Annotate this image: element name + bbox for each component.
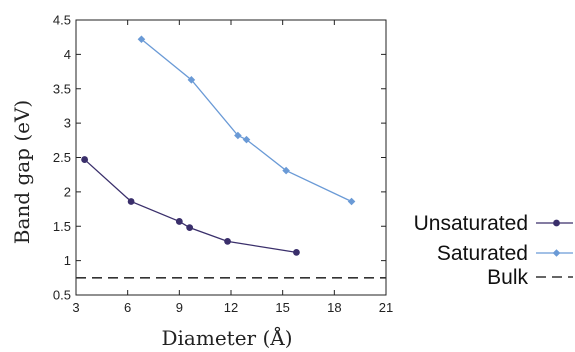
unsaturated-point: [293, 248, 300, 256]
y-tick-label: 2: [64, 184, 71, 199]
unsaturated-point: [186, 224, 194, 232]
legend-marker-unsaturated: [553, 219, 560, 227]
saturated-point: [282, 166, 290, 175]
x-tick-label: 6: [124, 300, 131, 315]
x-tick-label: 21: [379, 300, 393, 315]
legend-label-bulk: Bulk: [487, 266, 528, 289]
x-tick-label: 3: [72, 300, 79, 315]
saturated-point: [137, 35, 146, 44]
y-tick-label: 3: [64, 116, 71, 131]
x-tick-label: 12: [224, 300, 238, 315]
y-axis-label: Band gap (eV): [10, 100, 34, 244]
y-tick-label: 1: [64, 253, 71, 268]
x-axis-label: Diameter (Å): [162, 325, 293, 350]
x-tick-label: 9: [176, 300, 183, 315]
y-tick-label: 0.5: [53, 288, 71, 303]
x-tick-label: 18: [327, 300, 341, 315]
unsaturated-line: [84, 159, 297, 254]
saturated-point: [347, 197, 356, 206]
saturated-point: [242, 135, 251, 144]
y-tick-label: 4.5: [53, 13, 71, 28]
unsaturated-point: [81, 156, 89, 163]
y-tick-label: 1.5: [53, 219, 71, 234]
saturated-line: [141, 38, 352, 203]
unsaturated-point: [175, 218, 183, 225]
legend-label-saturated: Saturated: [437, 242, 528, 265]
legend-label-unsaturated: Unsaturated: [414, 212, 528, 235]
saturated-point: [187, 76, 196, 84]
x-tick-label: 15: [275, 300, 289, 315]
plot-axes: 3 6 9 12 15 18 21 0.5 1 1.5 2 2.5 3 3.5 4 4.5: [53, 13, 393, 316]
plot-frame: [75, 19, 387, 296]
unsaturated-point: [224, 237, 231, 245]
plot-marks: [76, 35, 386, 279]
legend-marker-saturated: [552, 249, 561, 257]
y-tick-label: 2.5: [53, 150, 71, 165]
unsaturated-point: [127, 198, 135, 205]
y-tick-label: 3.5: [53, 81, 71, 96]
saturated-point: [234, 131, 242, 140]
y-tick-label: 4: [64, 47, 71, 62]
